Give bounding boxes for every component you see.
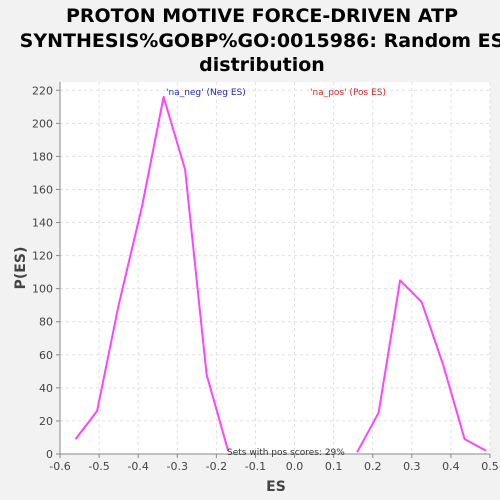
legend: 'na_neg' (Neg ES) 'na_pos' (Pos ES) [166, 88, 386, 98]
chart-title-line-2: SYNTHESIS%GOBP%GO:0015986: Random ES [20, 30, 500, 52]
axes: -0.6 -0.5 -0.4 -0.3 -0.2 -0.1 0.0 0.1 0.2 0.3 0.4 0… [32, 82, 499, 473]
y-tick-label: 180 [32, 150, 53, 163]
x-tick-label: -0.6 [49, 460, 70, 473]
x-tick-label: -0.1 [245, 460, 266, 473]
chart-title-line-3: distribution [199, 54, 325, 76]
x-tick-label: -0.3 [167, 460, 188, 473]
series-lines [74, 95, 487, 453]
y-tick-label: 160 [32, 183, 53, 196]
x-axis-label: ES [266, 479, 286, 495]
y-tick-label: 220 [32, 84, 53, 97]
y-tick-label: 120 [32, 250, 53, 263]
y-tick-label: 60 [39, 349, 53, 362]
y-tick-label: 140 [32, 217, 53, 230]
y-tick-label: 0 [46, 448, 53, 461]
x-tick-label: 0.1 [325, 460, 343, 473]
x-tick-label: 0.2 [364, 460, 382, 473]
x-tick-label: -0.5 [88, 460, 109, 473]
plot-area [60, 82, 490, 454]
y-tick-label: 200 [32, 117, 53, 130]
y-tick-label: 40 [39, 382, 53, 395]
y-axis-label: P(ES) [13, 247, 29, 290]
x-tick-label: 0.0 [286, 460, 304, 473]
y-tick-label: 100 [32, 283, 53, 296]
chart-title-line-1: PROTON MOTIVE FORCE-DRIVEN ATP [66, 5, 458, 27]
y-tick-label: 20 [39, 415, 53, 428]
series-line-neg-es [74, 95, 230, 451]
x-tick-label: -0.2 [206, 460, 227, 473]
x-tick-label: 0.3 [403, 460, 421, 473]
pos-scores-annotation: Sets with pos scores: 29% [227, 448, 345, 458]
x-tick-label: 0.4 [442, 460, 460, 473]
legend-entry-pos: 'na_pos' (Pos ES) [310, 88, 386, 98]
series-line-pos-es [356, 279, 487, 453]
legend-entry-neg: 'na_neg' (Neg ES) [166, 88, 246, 98]
x-tick-label: -0.4 [127, 460, 148, 473]
y-tick-label: 80 [39, 316, 53, 329]
x-tick-label: 0.5 [481, 460, 499, 473]
